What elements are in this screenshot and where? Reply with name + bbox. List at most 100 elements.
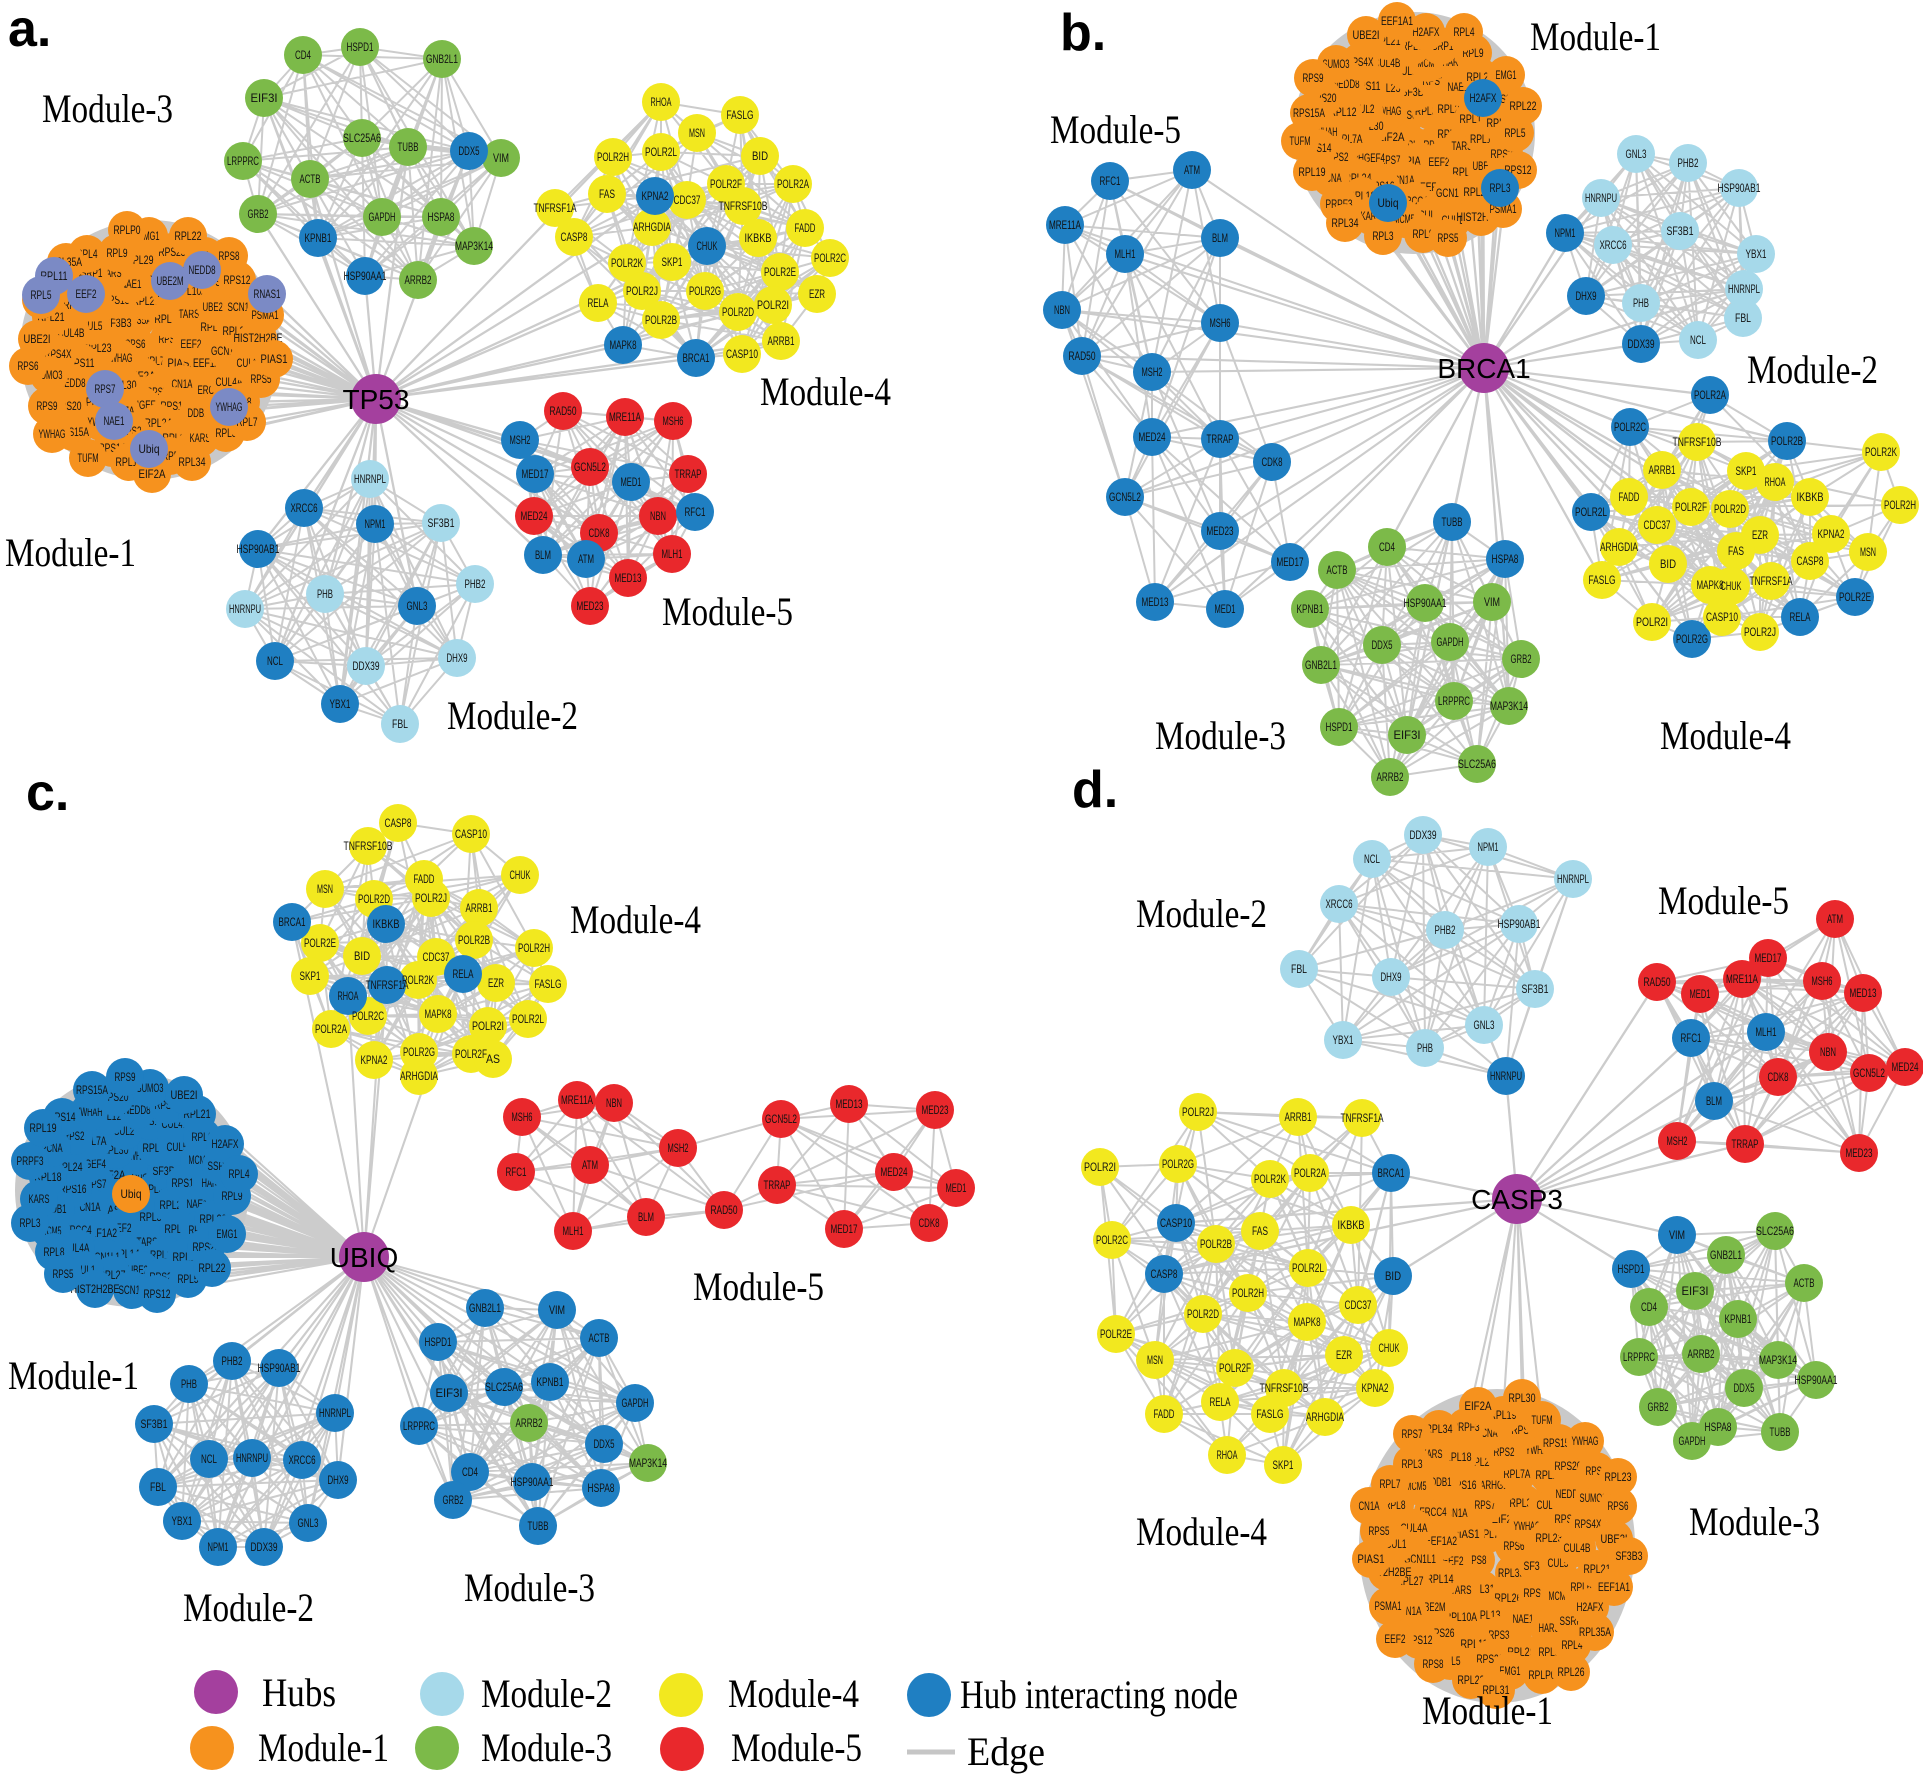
svg-text:IKBKB: IKBKB bbox=[1338, 1218, 1365, 1232]
svg-text:Hubs: Hubs bbox=[262, 1670, 336, 1715]
svg-text:TARS: TARS bbox=[1452, 139, 1473, 153]
svg-text:RPL8: RPL8 bbox=[1413, 227, 1434, 241]
svg-text:RPL26: RPL26 bbox=[1558, 1665, 1585, 1679]
svg-text:EEF2: EEF2 bbox=[1429, 155, 1450, 169]
svg-text:ARRB2: ARRB2 bbox=[1377, 770, 1404, 784]
svg-text:SKP1: SKP1 bbox=[300, 969, 321, 983]
svg-text:ARHGDIA: ARHGDIA bbox=[1306, 1410, 1344, 1424]
svg-text:Module-4: Module-4 bbox=[1136, 1509, 1267, 1554]
svg-text:FAS: FAS bbox=[1252, 1224, 1268, 1238]
svg-text:ARHGDIA: ARHGDIA bbox=[400, 1069, 438, 1083]
svg-text:POLR2A: POLR2A bbox=[1294, 1166, 1326, 1180]
svg-text:RPL4: RPL4 bbox=[1454, 25, 1475, 39]
svg-text:MED1: MED1 bbox=[621, 475, 642, 489]
svg-text:PHB: PHB bbox=[317, 587, 333, 601]
svg-text:TNFRSF10B: TNFRSF10B bbox=[1260, 1381, 1309, 1395]
svg-text:GRB2: GRB2 bbox=[1648, 1400, 1669, 1414]
svg-text:POLR2H: POLR2H bbox=[518, 941, 550, 955]
svg-text:SLC25A6: SLC25A6 bbox=[343, 131, 381, 145]
svg-text:POLR2L: POLR2L bbox=[645, 145, 677, 159]
svg-text:HNRNPU: HNRNPU bbox=[1490, 1069, 1522, 1083]
svg-text:Module-3: Module-3 bbox=[42, 86, 173, 131]
svg-text:RPL34: RPL34 bbox=[1426, 1422, 1453, 1436]
svg-text:HSPD1: HSPD1 bbox=[425, 1335, 452, 1349]
svg-text:HNRNPU: HNRNPU bbox=[229, 602, 261, 616]
svg-text:RFC1: RFC1 bbox=[506, 1165, 527, 1179]
svg-text:MRE11A: MRE11A bbox=[609, 410, 641, 424]
svg-text:POLR2J: POLR2J bbox=[626, 284, 658, 298]
svg-text:RPL3: RPL3 bbox=[1490, 181, 1511, 195]
svg-text:RPS12: RPS12 bbox=[224, 273, 251, 287]
svg-text:ATM: ATM bbox=[1184, 163, 1200, 177]
svg-text:FBL: FBL bbox=[150, 1480, 166, 1494]
svg-text:Module-3: Module-3 bbox=[464, 1565, 595, 1610]
svg-text:a.: a. bbox=[8, 0, 51, 58]
svg-text:CDC37: CDC37 bbox=[674, 193, 701, 207]
svg-text:CASP8: CASP8 bbox=[1797, 554, 1824, 568]
svg-text:PSMA1: PSMA1 bbox=[1375, 1599, 1402, 1613]
svg-text:Module-3: Module-3 bbox=[1689, 1499, 1820, 1544]
svg-text:NPM1: NPM1 bbox=[1478, 840, 1499, 854]
svg-text:MED13: MED13 bbox=[615, 571, 642, 585]
svg-text:POLR2F: POLR2F bbox=[710, 177, 742, 191]
svg-text:UBE2I: UBE2I bbox=[24, 332, 51, 346]
svg-text:RELA: RELA bbox=[588, 296, 609, 310]
svg-text:BRCA1: BRCA1 bbox=[1437, 353, 1530, 384]
svg-text:NAE1: NAE1 bbox=[1513, 1612, 1534, 1626]
svg-text:HNRNPL: HNRNPL bbox=[354, 472, 386, 486]
svg-text:RPS20: RPS20 bbox=[1555, 1459, 1582, 1473]
svg-text:MSH2: MSH2 bbox=[1142, 365, 1163, 379]
svg-text:IKBKB: IKBKB bbox=[1797, 490, 1824, 504]
svg-text:EIF2A: EIF2A bbox=[139, 467, 166, 481]
svg-text:POLR2F: POLR2F bbox=[455, 1047, 487, 1061]
svg-text:HSPD1: HSPD1 bbox=[1618, 1262, 1645, 1276]
svg-text:UBIQ: UBIQ bbox=[330, 1242, 398, 1273]
svg-text:MED1: MED1 bbox=[1215, 602, 1236, 616]
svg-text:Edge: Edge bbox=[967, 1729, 1045, 1774]
svg-text:DDX39: DDX39 bbox=[1410, 828, 1437, 842]
svg-text:CD4: CD4 bbox=[1641, 1300, 1657, 1314]
svg-text:GNB2L1: GNB2L1 bbox=[1305, 658, 1337, 672]
svg-text:XRCC6: XRCC6 bbox=[289, 1453, 316, 1467]
svg-text:RPL14: RPL14 bbox=[1427, 1572, 1454, 1586]
svg-text:POLR2H: POLR2H bbox=[1232, 1286, 1264, 1300]
svg-text:CASP3: CASP3 bbox=[1471, 1184, 1563, 1215]
svg-text:SF3B1: SF3B1 bbox=[428, 516, 455, 530]
svg-text:HSP90AB1: HSP90AB1 bbox=[1498, 917, 1541, 931]
svg-text:RPL35A: RPL35A bbox=[1579, 1625, 1611, 1639]
svg-text:RPS7: RPS7 bbox=[1402, 1427, 1423, 1441]
svg-text:POLR2F: POLR2F bbox=[1675, 500, 1707, 514]
svg-text:POLR2G: POLR2G bbox=[1162, 1157, 1194, 1171]
svg-text:BLM: BLM bbox=[1706, 1094, 1722, 1108]
svg-text:ATM: ATM bbox=[1827, 912, 1843, 926]
svg-text:POLR2B: POLR2B bbox=[458, 933, 490, 947]
svg-text:CDK8: CDK8 bbox=[1262, 455, 1283, 469]
svg-text:ARRB1: ARRB1 bbox=[768, 334, 795, 348]
svg-text:CN1A: CN1A bbox=[1359, 1499, 1380, 1513]
svg-text:MLH1: MLH1 bbox=[1756, 1025, 1777, 1039]
svg-text:CD4: CD4 bbox=[295, 48, 311, 62]
svg-text:FASLG: FASLG bbox=[535, 977, 562, 991]
svg-text:KARS: KARS bbox=[29, 1192, 50, 1206]
svg-text:GNB2L1: GNB2L1 bbox=[469, 1301, 501, 1315]
svg-text:PHB: PHB bbox=[181, 1377, 197, 1391]
svg-text:POLR2J: POLR2J bbox=[415, 891, 447, 905]
svg-text:MSH6: MSH6 bbox=[512, 1110, 533, 1124]
svg-text:MSH6: MSH6 bbox=[1812, 974, 1833, 988]
svg-text:RPL18: RPL18 bbox=[1445, 1450, 1472, 1464]
svg-text:RPS5: RPS5 bbox=[1438, 231, 1459, 245]
svg-text:POLR2B: POLR2B bbox=[1200, 1237, 1232, 1251]
svg-text:YWHAG: YWHAG bbox=[39, 427, 66, 441]
svg-text:DHX9: DHX9 bbox=[447, 651, 468, 665]
svg-text:HSPA8: HSPA8 bbox=[428, 210, 455, 224]
svg-text:NPM1: NPM1 bbox=[208, 1540, 229, 1554]
svg-text:ACTB: ACTB bbox=[1794, 1276, 1815, 1290]
svg-text:ARRB2: ARRB2 bbox=[1688, 1347, 1715, 1361]
svg-text:KARS: KARS bbox=[190, 431, 211, 445]
svg-text:RPL3: RPL3 bbox=[20, 1216, 41, 1230]
svg-text:CDK8: CDK8 bbox=[589, 526, 610, 540]
svg-text:POLR2A: POLR2A bbox=[315, 1022, 347, 1036]
svg-text:MED17: MED17 bbox=[522, 467, 549, 481]
svg-text:SLC25A6: SLC25A6 bbox=[1756, 1224, 1794, 1238]
svg-text:POLR2K: POLR2K bbox=[1865, 445, 1897, 459]
